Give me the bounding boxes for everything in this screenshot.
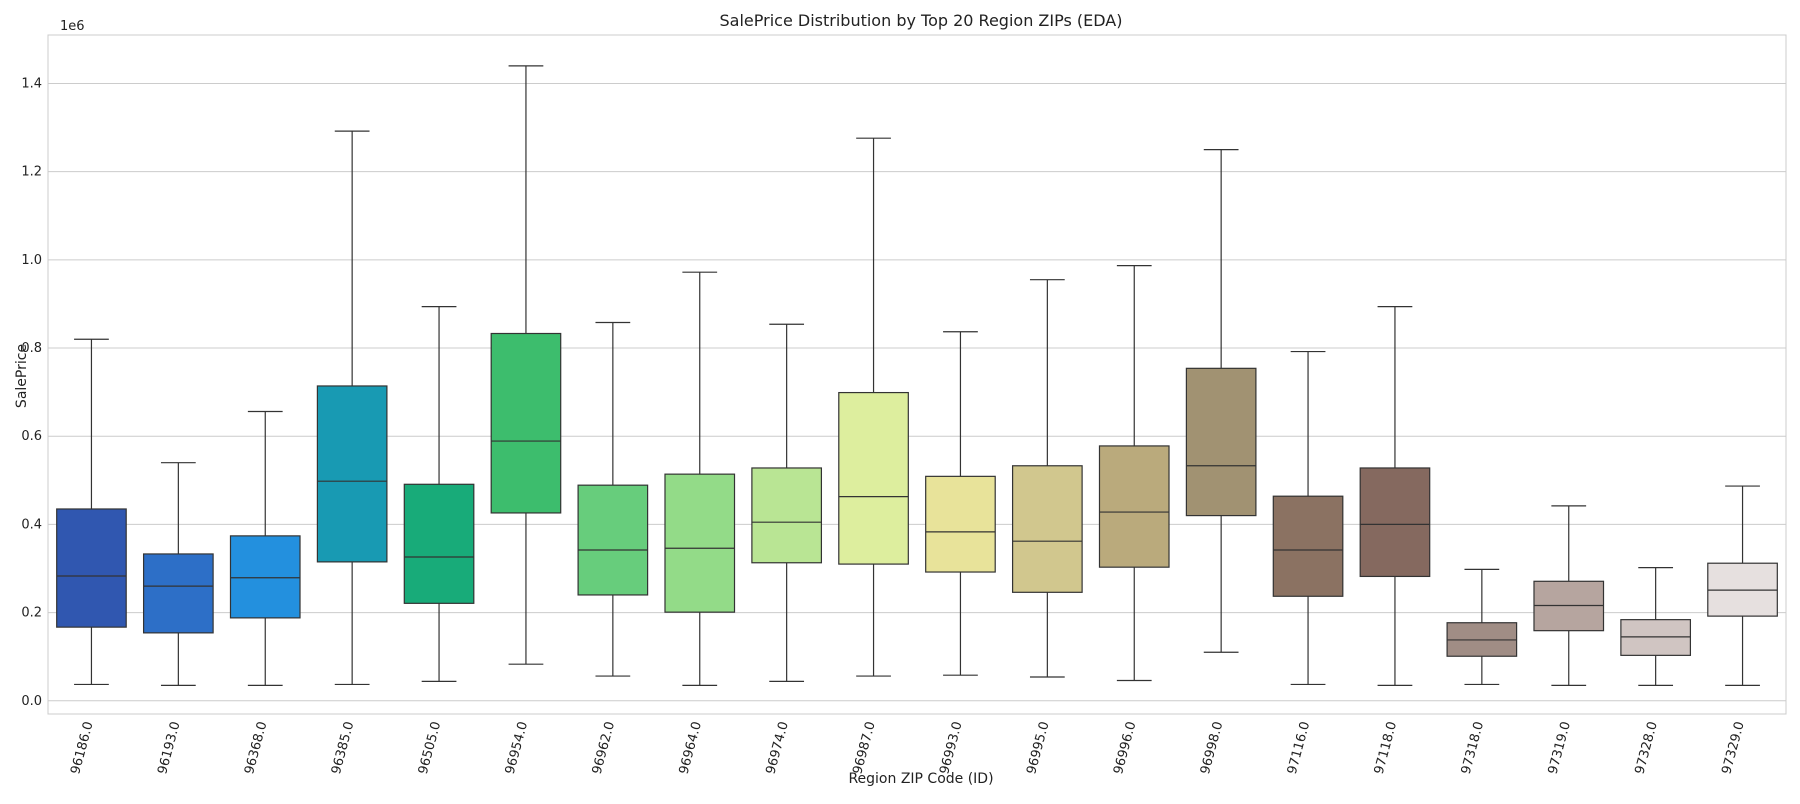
y-tick-label: 0.4 — [21, 517, 42, 532]
box-96987.0 — [838, 137, 909, 677]
iqr-box — [490, 332, 562, 514]
box-97318.0 — [1446, 568, 1518, 686]
y-tick-label: 0.8 — [21, 341, 42, 356]
box-96954.0 — [490, 65, 562, 665]
box-96186.0 — [56, 338, 127, 686]
iqr-box — [1359, 467, 1431, 578]
iqr-box — [229, 535, 301, 619]
iqr-box — [1098, 445, 1170, 568]
y-tick-label: 0.2 — [21, 606, 42, 621]
box-97118.0 — [1359, 306, 1431, 686]
y-tick-label: 1.2 — [21, 165, 42, 180]
y-offset-label: 1e6 — [60, 19, 85, 34]
iqr-box — [1185, 367, 1257, 517]
iqr-box — [316, 385, 388, 563]
box-96505.0 — [403, 306, 475, 682]
plot-frame — [47, 34, 1787, 715]
y-tick-label: 0.0 — [21, 694, 42, 709]
iqr-box — [1272, 495, 1344, 597]
iqr-box — [1011, 465, 1083, 593]
box-96974.0 — [751, 323, 823, 682]
y-tick-labels: 0.0 0.2 0.4 0.6 0.8 1.0 1.2 1.4 — [21, 77, 42, 709]
iqr-box — [925, 475, 996, 573]
y-tick-label: 0.6 — [21, 429, 42, 444]
box-layer — [56, 65, 1778, 686]
box-97328.0 — [1620, 567, 1692, 686]
iqr-box — [1620, 619, 1692, 656]
iqr-box — [751, 467, 823, 564]
chart-title: SalePrice Distribution by Top 20 Region … — [720, 11, 1123, 30]
box-96193.0 — [142, 462, 214, 686]
x-axis-label: Region ZIP Code (ID) — [848, 771, 993, 787]
box-97319.0 — [1533, 505, 1605, 686]
box-96993.0 — [925, 331, 996, 676]
box-96385.0 — [316, 130, 388, 686]
box-96964.0 — [664, 271, 736, 686]
y-tick-label: 1.4 — [21, 77, 42, 92]
iqr-box — [838, 391, 909, 565]
y-tick-label: 1.0 — [21, 253, 42, 268]
iqr-box — [56, 508, 127, 628]
box-96996.0 — [1098, 264, 1170, 682]
box-96962.0 — [577, 321, 649, 677]
y-axis-label: SalePrice — [14, 344, 30, 408]
box-96368.0 — [229, 410, 301, 686]
iqr-box — [403, 483, 475, 604]
box-96995.0 — [1011, 279, 1083, 678]
box-97116.0 — [1272, 350, 1344, 686]
box-97329.0 — [1707, 485, 1778, 686]
iqr-box — [577, 484, 649, 596]
box-96998.0 — [1185, 149, 1257, 653]
iqr-box — [142, 553, 214, 634]
iqr-box — [664, 473, 736, 613]
